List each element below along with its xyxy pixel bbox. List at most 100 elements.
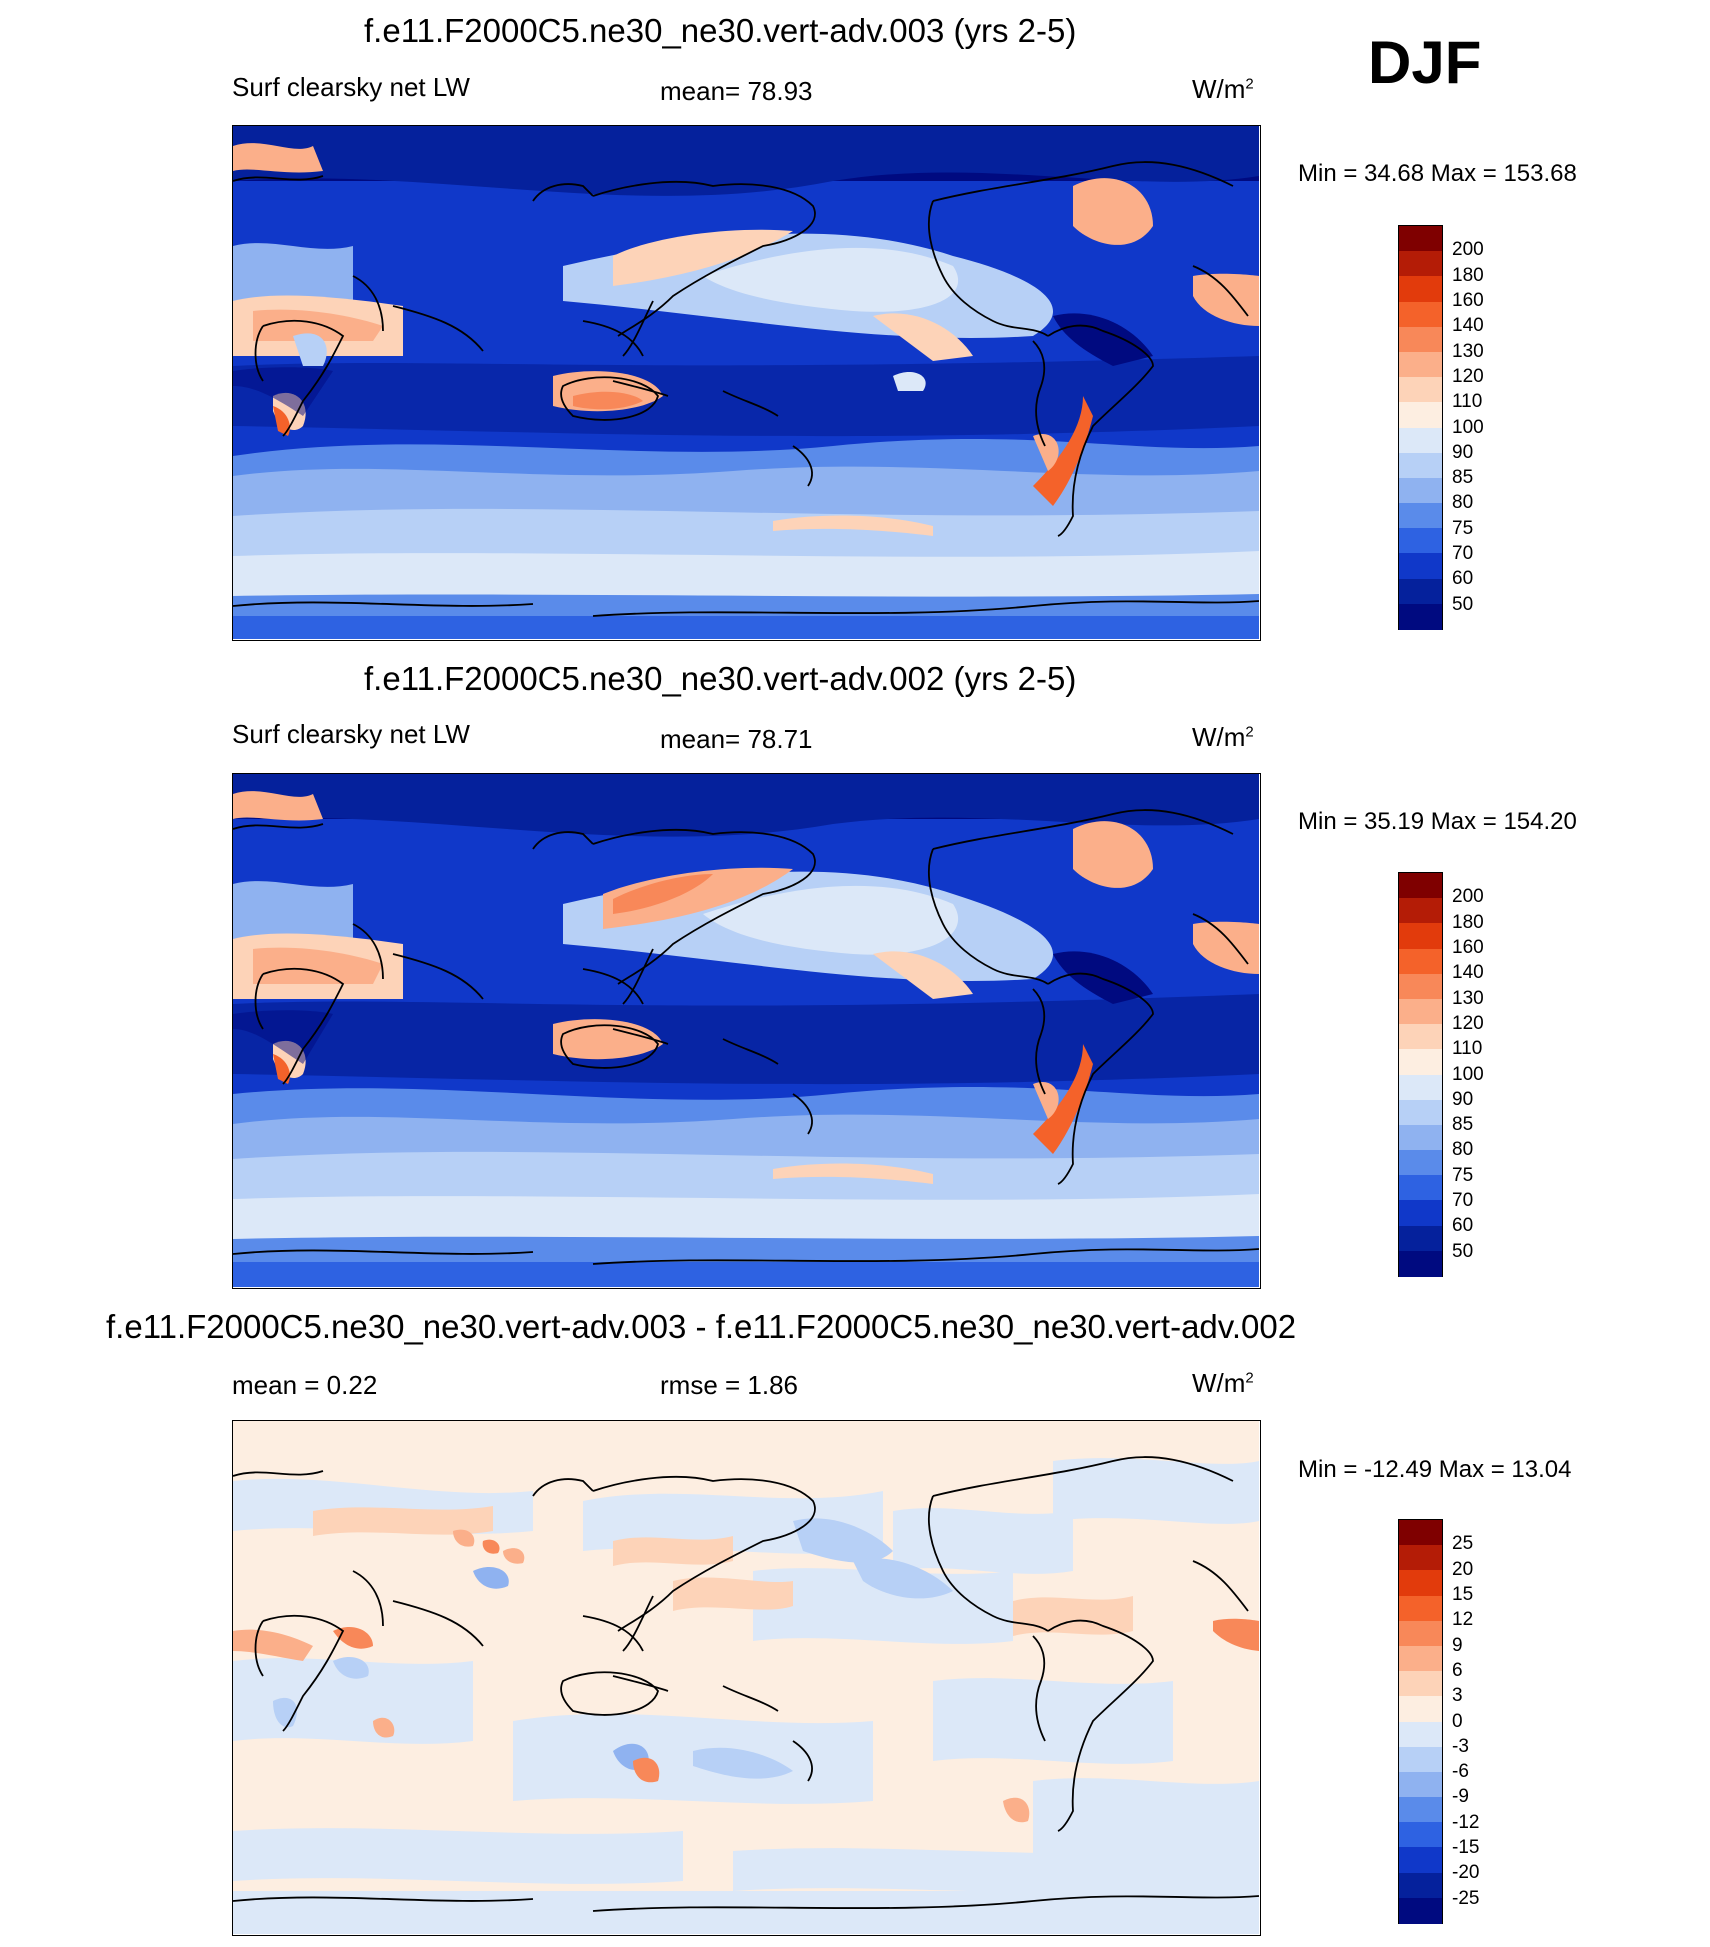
colorbar-swatch [1399, 603, 1442, 630]
colorbar-swatch [1399, 402, 1442, 428]
colorbar-tick-label: 130 [1452, 987, 1484, 1009]
panel2-map [232, 773, 1261, 1289]
colorbar-tick-label: 75 [1452, 1164, 1474, 1186]
panel2-min-max-label: Min = 35.19 Max = 154.20 [1298, 808, 1577, 835]
colorbar-swatch [1399, 1150, 1442, 1176]
colorbar-swatch [1399, 1124, 1442, 1151]
season-label: DJF [1368, 29, 1482, 96]
colorbar-swatch [1399, 1225, 1442, 1252]
colorbar-tick-label: 80 [1452, 1139, 1474, 1161]
colorbar-swatch [1399, 1872, 1442, 1899]
panel3-map [232, 1420, 1261, 1936]
colorbar-tick-label: 75 [1452, 517, 1474, 539]
colorbar-tick-label: 90 [1452, 441, 1474, 463]
colorbar-swatch [1399, 553, 1442, 580]
colorbar-tick-label: 25 [1452, 1533, 1474, 1555]
colorbar-tick-label: -15 [1452, 1837, 1480, 1859]
colorbar-swatch [1399, 1099, 1442, 1126]
colorbar-tick-label: 140 [1452, 315, 1484, 337]
colorbar-tick-label: 15 [1452, 1583, 1474, 1605]
colorbar-swatch [1399, 251, 1442, 277]
colorbar-swatch [1399, 351, 1442, 378]
colorbar-tick-label: 20 [1452, 1558, 1474, 1580]
colorbar-tick-label: -20 [1452, 1862, 1480, 1884]
colorbar-tick-label: 120 [1452, 365, 1484, 387]
colorbar-tick-label: 85 [1452, 1114, 1474, 1136]
panel1-min-max-label: Min = 34.68 Max = 153.68 [1298, 160, 1577, 187]
colorbar-swatch [1399, 998, 1442, 1025]
panel3-title: f.e11.F2000C5.ne30_ne30.vert-adv.003 - f… [106, 1308, 1297, 1345]
colorbar-swatch [1399, 1570, 1442, 1597]
panel3-rmse-label: rmse = 1.86 [660, 1370, 799, 1400]
colorbar-swatch [1399, 1595, 1442, 1622]
colorbar-swatch [1399, 1897, 1442, 1924]
colorbar-swatch [1399, 528, 1442, 554]
panel2-units-label: W/m2 [1192, 722, 1254, 752]
colorbar-swatch [1399, 1721, 1442, 1748]
colorbar-tick-label: 50 [1452, 1240, 1474, 1262]
colorbar-swatch [1399, 898, 1442, 924]
panel1-map [232, 125, 1261, 641]
colorbar-tick-label: 120 [1452, 1012, 1484, 1034]
colorbar-tick-label: 12 [1452, 1609, 1474, 1631]
colorbar-tick-label: 60 [1452, 1215, 1474, 1237]
colorbar-swatch [1399, 1049, 1442, 1075]
colorbar-tick-label: 90 [1452, 1088, 1474, 1110]
colorbar-tick-label: -12 [1452, 1811, 1480, 1833]
colorbar-tick-label: 130 [1452, 340, 1484, 362]
colorbar-tick-label: 200 [1452, 239, 1484, 261]
colorbar-tick-label: -25 [1452, 1887, 1480, 1909]
colorbar-tick-label: 140 [1452, 962, 1484, 984]
colorbar-tick-label: 110 [1452, 391, 1483, 413]
colorbar-swatch [1399, 326, 1442, 353]
colorbar-swatch [1399, 1520, 1442, 1546]
colorbar-swatch [1399, 1847, 1442, 1874]
colorbar-swatch [1399, 578, 1442, 605]
colorbar-swatch [1399, 503, 1442, 529]
colorbar-swatch [1399, 1250, 1442, 1277]
colorbar-tick-label: -6 [1452, 1761, 1469, 1783]
colorbar-tick-label: -9 [1452, 1786, 1469, 1808]
colorbar-swatch [1399, 1771, 1442, 1798]
colorbar-swatch [1399, 923, 1442, 950]
panel2-variable-label: Surf clearsky net LW [232, 719, 470, 749]
colorbar-tick-label: 110 [1452, 1038, 1483, 1060]
colorbar-swatch [1399, 1671, 1442, 1697]
colorbar-tick-label: 9 [1452, 1634, 1463, 1656]
colorbar-tick-label: 100 [1452, 416, 1484, 438]
panel3-mean-label: mean = 0.22 [232, 1370, 378, 1400]
colorbar-tick-label: 180 [1452, 264, 1484, 286]
colorbar-tick-label: 50 [1452, 593, 1474, 615]
panel2-mean-label: mean= 78.71 [660, 724, 813, 754]
colorbar-tick-label: 3 [1452, 1685, 1463, 1707]
panel2-colorbar [1398, 872, 1443, 1277]
colorbar-swatch [1399, 1545, 1442, 1571]
panel2-title: f.e11.F2000C5.ne30_ne30.vert-adv.002 (yr… [364, 660, 1077, 697]
colorbar-swatch [1399, 276, 1442, 303]
panel1-variable-label: Surf clearsky net LW [232, 72, 470, 102]
colorbar-tick-label: 6 [1452, 1659, 1463, 1681]
colorbar-tick-label: 70 [1452, 1190, 1474, 1212]
panel3-units-label: W/m2 [1192, 1368, 1254, 1398]
colorbar-tick-label: 80 [1452, 492, 1474, 514]
colorbar-swatch [1399, 1024, 1442, 1050]
colorbar-tick-label: 160 [1452, 936, 1484, 958]
colorbar-swatch [1399, 1645, 1442, 1672]
colorbar-swatch [1399, 948, 1442, 975]
colorbar-swatch [1399, 1797, 1442, 1823]
colorbar-swatch [1399, 477, 1442, 504]
colorbar-swatch [1399, 873, 1442, 899]
colorbar-swatch [1399, 377, 1442, 403]
colorbar-tick-label: 180 [1452, 911, 1484, 933]
panel1-units-label: W/m2 [1192, 74, 1254, 104]
panel3-colorbar [1398, 1519, 1443, 1924]
colorbar-swatch [1399, 1620, 1442, 1647]
colorbar-swatch [1399, 1746, 1442, 1773]
colorbar-tick-label: 160 [1452, 289, 1484, 311]
colorbar-swatch [1399, 973, 1442, 1000]
colorbar-tick-label: 60 [1452, 568, 1474, 590]
colorbar-swatch [1399, 226, 1442, 252]
colorbar-tick-label: 70 [1452, 543, 1474, 565]
colorbar-swatch [1399, 1696, 1442, 1722]
panel1-colorbar [1398, 225, 1443, 630]
